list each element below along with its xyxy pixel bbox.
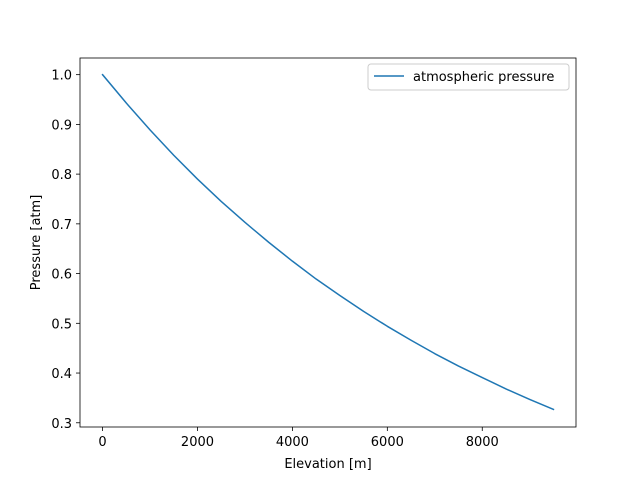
- legend-box: [367, 63, 570, 91]
- plot-area: [101, 73, 555, 411]
- y-tick-label: 0.5: [51, 317, 72, 332]
- x-tick-label: 6000: [371, 435, 404, 450]
- series-line: [101, 73, 555, 411]
- y-tick-label: 0.6: [51, 268, 72, 283]
- y-axis-label: Pressure [atm]: [29, 195, 44, 291]
- y-tick-label: 0.9: [51, 118, 72, 133]
- y-tick-label: 0.4: [51, 367, 72, 382]
- y-axis-ticks: 0.3 0.4 0.5 0.6 0.7 0.8 0.9 1.0: [51, 69, 80, 432]
- legend: atmospheric pressure: [367, 63, 570, 91]
- x-tick-label: 2000: [181, 435, 214, 450]
- legend-label: atmospheric pressure: [413, 70, 554, 85]
- x-axis-label: Elevation [m]: [284, 457, 371, 472]
- x-tick-label: 8000: [466, 435, 499, 450]
- y-tick-label: 0.3: [51, 417, 72, 432]
- y-tick-label: 0.7: [51, 218, 72, 233]
- y-tick-label: 0.8: [51, 168, 72, 183]
- axes-frame: [79, 57, 577, 428]
- x-axis-ticks: 0 2000 4000 6000 8000: [98, 427, 499, 450]
- y-tick-label: 1.0: [51, 69, 72, 84]
- x-tick-label: 4000: [276, 435, 309, 450]
- x-tick-label: 0: [98, 435, 106, 450]
